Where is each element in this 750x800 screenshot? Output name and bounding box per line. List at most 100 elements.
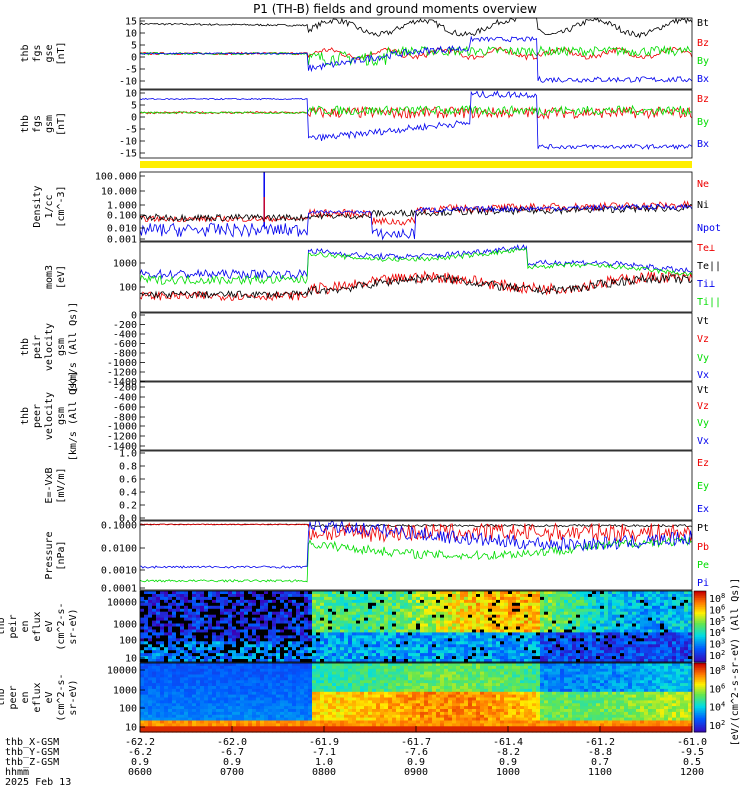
heatmap-cell <box>460 599 465 604</box>
heatmap-cell <box>140 668 145 673</box>
heatmap-cell <box>248 653 253 657</box>
heatmap-cell <box>584 594 589 598</box>
heatmap-cell <box>200 653 205 657</box>
heatmap-cell <box>272 694 277 699</box>
heatmap-cell <box>172 647 177 651</box>
heatmap-cell <box>208 629 213 634</box>
heatmap-cell <box>312 703 317 707</box>
heatmap-cell <box>512 635 517 639</box>
heatmap-cell <box>440 614 445 619</box>
heatmap-cell <box>384 629 389 634</box>
heatmap-cell <box>292 683 297 687</box>
heatmap-cell <box>468 602 473 607</box>
heatmap-cell <box>576 638 581 642</box>
heatmap-cell <box>164 659 169 663</box>
heatmap-cell <box>288 641 293 645</box>
heatmap-cell <box>216 677 221 681</box>
heatmap-cell <box>140 641 145 645</box>
heatmap-cell <box>616 605 621 610</box>
heatmap-cell <box>408 653 413 657</box>
heatmap-cell <box>676 602 681 607</box>
heatmap-cell <box>364 683 369 687</box>
heatmap-cell <box>448 656 453 660</box>
heatmap-cell <box>552 659 557 663</box>
heatmap-cell <box>668 641 673 645</box>
heatmap-cell <box>376 629 381 634</box>
heatmap-cell <box>564 608 569 613</box>
heatmap-cell <box>144 711 149 716</box>
heatmap-cell <box>224 726 229 730</box>
heatmap-cell <box>536 635 541 639</box>
heatmap-cell <box>264 594 269 598</box>
heatmap-cell <box>644 620 649 625</box>
heatmap-cell <box>664 605 669 610</box>
heatmap-cell <box>372 653 377 657</box>
heatmap-cell <box>656 638 661 642</box>
heatmap-cell <box>536 620 541 625</box>
heatmap-cell <box>220 602 225 607</box>
heatmap-cell <box>396 608 401 613</box>
heatmap-cell <box>312 594 317 598</box>
heatmap-cell <box>172 635 177 639</box>
heatmap-cell <box>376 717 381 722</box>
heatmap-cell <box>652 626 657 631</box>
heatmap-cell <box>200 617 205 622</box>
heatmap-cell <box>448 659 453 663</box>
heatmap-cell <box>288 694 293 699</box>
heatmap-cell <box>220 694 225 699</box>
heatmap-cell <box>144 663 149 667</box>
heatmap-cell <box>432 641 437 645</box>
heatmap-cell <box>228 594 233 598</box>
heatmap-cell <box>232 644 237 648</box>
heatmap-cell <box>404 656 409 660</box>
heatmap-cell <box>612 641 617 645</box>
heatmap-cell <box>184 717 189 722</box>
heatmap-cell <box>500 641 505 645</box>
heatmap-cell <box>584 644 589 648</box>
heatmap-cell <box>284 694 289 699</box>
heatmap-cell <box>156 729 161 733</box>
heatmap-cell <box>316 729 321 733</box>
heatmap-cell <box>220 700 225 704</box>
heatmap-cell <box>312 647 317 651</box>
heatmap-cell <box>236 605 241 610</box>
heatmap-cell <box>308 614 313 619</box>
heatmap-cell <box>364 596 369 601</box>
heatmap-cell <box>244 726 249 730</box>
heatmap-cell <box>232 611 237 616</box>
heatmap-cell <box>232 726 237 730</box>
heatmap-cell <box>672 650 677 654</box>
heatmap-cell <box>328 641 333 645</box>
heatmap-cell <box>464 626 469 631</box>
heatmap-cell <box>464 653 469 657</box>
heatmap-cell <box>500 596 505 601</box>
heatmap-cell <box>148 694 153 699</box>
heatmap-cell <box>444 656 449 660</box>
heatmap-cell <box>368 632 373 636</box>
heatmap-cell <box>520 602 525 607</box>
heatmap-cell <box>384 611 389 616</box>
heatmap-cell <box>504 656 509 660</box>
heatmap-cell <box>320 714 325 719</box>
heatmap-cell <box>276 611 281 616</box>
heatmap-cell <box>240 594 245 598</box>
heatmap-cell <box>360 620 365 625</box>
heatmap-cell <box>320 688 325 693</box>
heatmap-cell <box>328 714 333 719</box>
heatmap-cell <box>276 668 281 673</box>
heatmap-cell <box>556 659 561 663</box>
heatmap-cell <box>276 599 281 604</box>
legend-Ex: Ex <box>697 504 709 515</box>
heatmap-cell <box>276 623 281 628</box>
heatmap-cell <box>472 659 477 663</box>
heatmap-cell <box>496 591 501 595</box>
heatmap-cell <box>560 635 565 639</box>
heatmap-cell <box>200 644 205 648</box>
heatmap-cell <box>164 674 169 678</box>
series-line-Npot <box>139 203 693 241</box>
heatmap-cell <box>456 591 461 595</box>
heatmap-cell <box>168 638 173 642</box>
heatmap-cell <box>472 635 477 639</box>
heatmap-cell <box>360 591 365 595</box>
heatmap-cell <box>208 729 213 733</box>
